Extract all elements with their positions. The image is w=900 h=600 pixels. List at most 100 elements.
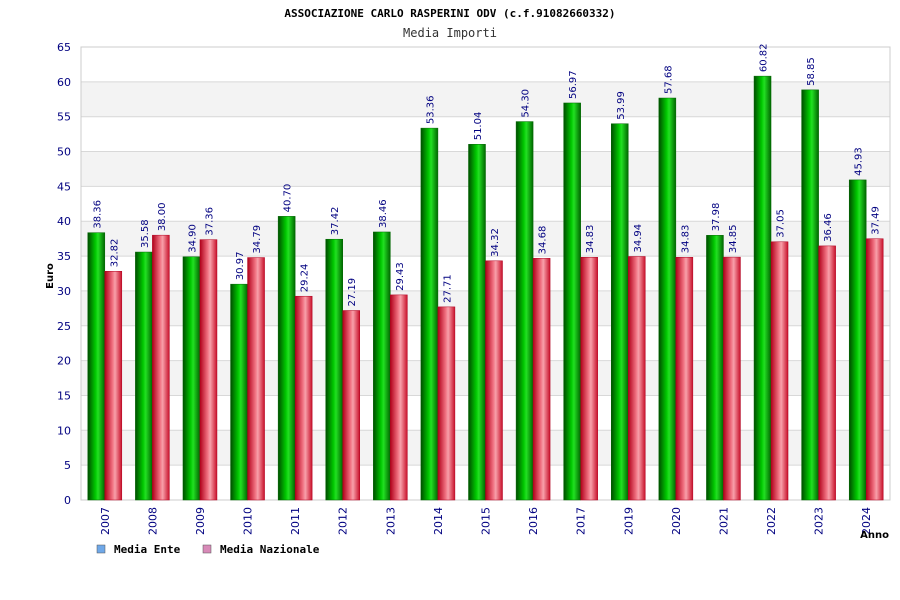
bar-media-nazionale-2019 (628, 256, 646, 501)
bar-media-nazionale-2016 (532, 258, 551, 501)
x-tick-label-2008: 2008 (146, 507, 159, 535)
bar-media-nazionale-2024 (865, 238, 884, 501)
bar-media-ente-2010 (230, 283, 248, 501)
data-label-media-nazionale-2008: 38.00 (157, 203, 168, 232)
data-label-media-ente-2010: 30.97 (235, 252, 246, 281)
data-label-media-ente-2015: 51.04 (473, 112, 484, 141)
x-tick-label-2014: 2014 (432, 507, 445, 535)
data-label-media-ente-2020: 57.68 (663, 65, 674, 94)
bar-media-ente-2024 (848, 179, 867, 501)
legend: Media Ente Media Nazionale (96, 543, 320, 556)
bar-media-nazionale-2020 (675, 257, 694, 501)
bar-media-nazionale-2022 (770, 241, 789, 501)
data-label-media-ente-2013: 38.46 (378, 199, 389, 228)
data-label-media-nazionale-2024: 37.49 (871, 206, 882, 235)
bar-media-nazionale-2023 (818, 245, 836, 501)
x-tick-label-2023: 2023 (813, 507, 826, 535)
x-tick-label-2022: 2022 (765, 507, 778, 535)
bar-media-ente-2012 (325, 238, 343, 501)
x-tick-label-2009: 2009 (194, 507, 207, 535)
data-label-media-nazionale-2013: 29.43 (395, 262, 406, 291)
data-label-media-nazionale-2019: 34.94 (633, 224, 644, 253)
y-tick-label: 60 (57, 76, 71, 89)
data-label-media-nazionale-2007: 32.82 (109, 239, 120, 268)
y-tick-label: 5 (64, 459, 71, 472)
data-label-media-nazionale-2010: 34.79 (252, 225, 263, 254)
x-tick-label-2016: 2016 (527, 507, 540, 535)
bar-media-nazionale-2012 (342, 310, 360, 501)
y-axis-ticks: 0 5 10 15 20 25 30 35 40 45 50 55 60 65 (57, 41, 71, 507)
bar-media-ente-2007 (87, 232, 106, 501)
bar-media-ente-2021 (706, 235, 724, 501)
bar-media-ente-2013 (373, 231, 391, 501)
data-label-media-nazionale-2011: 29.24 (300, 264, 311, 293)
data-label-media-ente-2014: 53.36 (425, 95, 436, 124)
y-tick-label: 35 (57, 250, 71, 263)
x-tick-label-2021: 2021 (717, 507, 730, 535)
bar-media-ente-2009 (182, 256, 201, 501)
data-label-media-nazionale-2021: 34.85 (728, 224, 739, 253)
x-axis-label: Anno (860, 530, 889, 541)
data-label-media-nazionale-2012: 27.19 (347, 278, 358, 307)
data-label-media-ente-2022: 60.82 (759, 43, 770, 72)
bar-media-ente-2014 (420, 127, 439, 501)
y-tick-label: 50 (57, 146, 71, 159)
data-label-media-ente-2019: 53.99 (616, 91, 627, 120)
y-tick-label: 20 (57, 355, 71, 368)
bar-media-ente-2020 (658, 97, 677, 501)
bars (87, 75, 884, 501)
bar-media-ente-2011 (277, 216, 296, 501)
data-label-media-nazionale-2014: 27.71 (442, 274, 453, 303)
data-label-media-ente-2024: 45.93 (854, 147, 865, 176)
bar-media-nazionale-2017 (580, 257, 598, 501)
data-label-media-nazionale-2022: 37.05 (776, 209, 787, 238)
data-label-media-ente-2011: 40.70 (283, 184, 294, 213)
y-tick-label: 30 (57, 285, 71, 298)
y-tick-label: 45 (57, 180, 71, 193)
bar-media-nazionale-2009 (199, 239, 218, 501)
bar-media-ente-2017 (563, 102, 581, 501)
bar-media-nazionale-2021 (723, 256, 741, 501)
data-label-media-ente-2009: 34.90 (187, 224, 198, 253)
bar-media-nazionale-2010 (247, 257, 265, 501)
data-label-media-ente-2012: 37.42 (330, 207, 341, 236)
data-label-media-ente-2016: 54.30 (521, 89, 532, 118)
chart-title: ASSOCIAZIONE CARLO RASPERINI ODV (c.f.91… (284, 7, 615, 20)
bar-media-nazionale-2011 (294, 295, 313, 501)
chart-subtitle: Media Importi (403, 26, 497, 40)
y-axis-label: Euro (45, 263, 56, 289)
data-label-media-ente-2021: 37.98 (711, 203, 722, 232)
bar-media-ente-2008 (135, 251, 153, 501)
data-labels: 38.36 32.82 35.58 38.00 34.90 37.36 30.97 34.79… (92, 43, 881, 306)
x-tick-label-2015: 2015 (480, 507, 493, 535)
x-tick-label-2017: 2017 (575, 507, 588, 535)
x-axis-ticks: 2007 2008 2009 2010 2011 2012 2013 2014 2015 2016… (99, 507, 873, 535)
data-label-media-ente-2007: 38.36 (92, 200, 103, 229)
data-label-media-nazionale-2015: 34.32 (490, 228, 501, 257)
x-tick-label-2007: 2007 (99, 507, 112, 535)
y-tick-label: 55 (57, 111, 71, 124)
x-tick-label-2019: 2019 (622, 507, 635, 535)
bar-media-nazionale-2015 (485, 260, 503, 501)
bar-media-ente-2016 (515, 121, 534, 501)
bar-media-nazionale-2008 (152, 234, 170, 501)
y-tick-label: 40 (57, 215, 71, 228)
legend-label-media-ente: Media Ente (114, 543, 181, 556)
y-tick-label: 10 (57, 424, 71, 437)
x-tick-label-2011: 2011 (289, 507, 302, 535)
data-label-media-ente-2017: 56.97 (568, 70, 579, 99)
legend-swatch-media-nazionale (202, 544, 212, 554)
data-label-media-ente-2023: 58.85 (806, 57, 817, 86)
y-tick-label: 25 (57, 320, 71, 333)
x-tick-label-2012: 2012 (337, 507, 350, 535)
bar-media-ente-2015 (468, 144, 486, 501)
data-label-media-ente-2008: 35.58 (140, 219, 151, 248)
data-label-media-nazionale-2017: 34.83 (585, 225, 596, 254)
data-label-media-nazionale-2016: 34.68 (538, 226, 549, 255)
data-label-media-nazionale-2009: 37.36 (204, 207, 215, 236)
x-tick-label-2010: 2010 (242, 507, 255, 535)
bar-media-nazionale-2007 (104, 271, 123, 501)
y-tick-label: 65 (57, 41, 71, 54)
y-tick-label: 0 (64, 494, 71, 507)
